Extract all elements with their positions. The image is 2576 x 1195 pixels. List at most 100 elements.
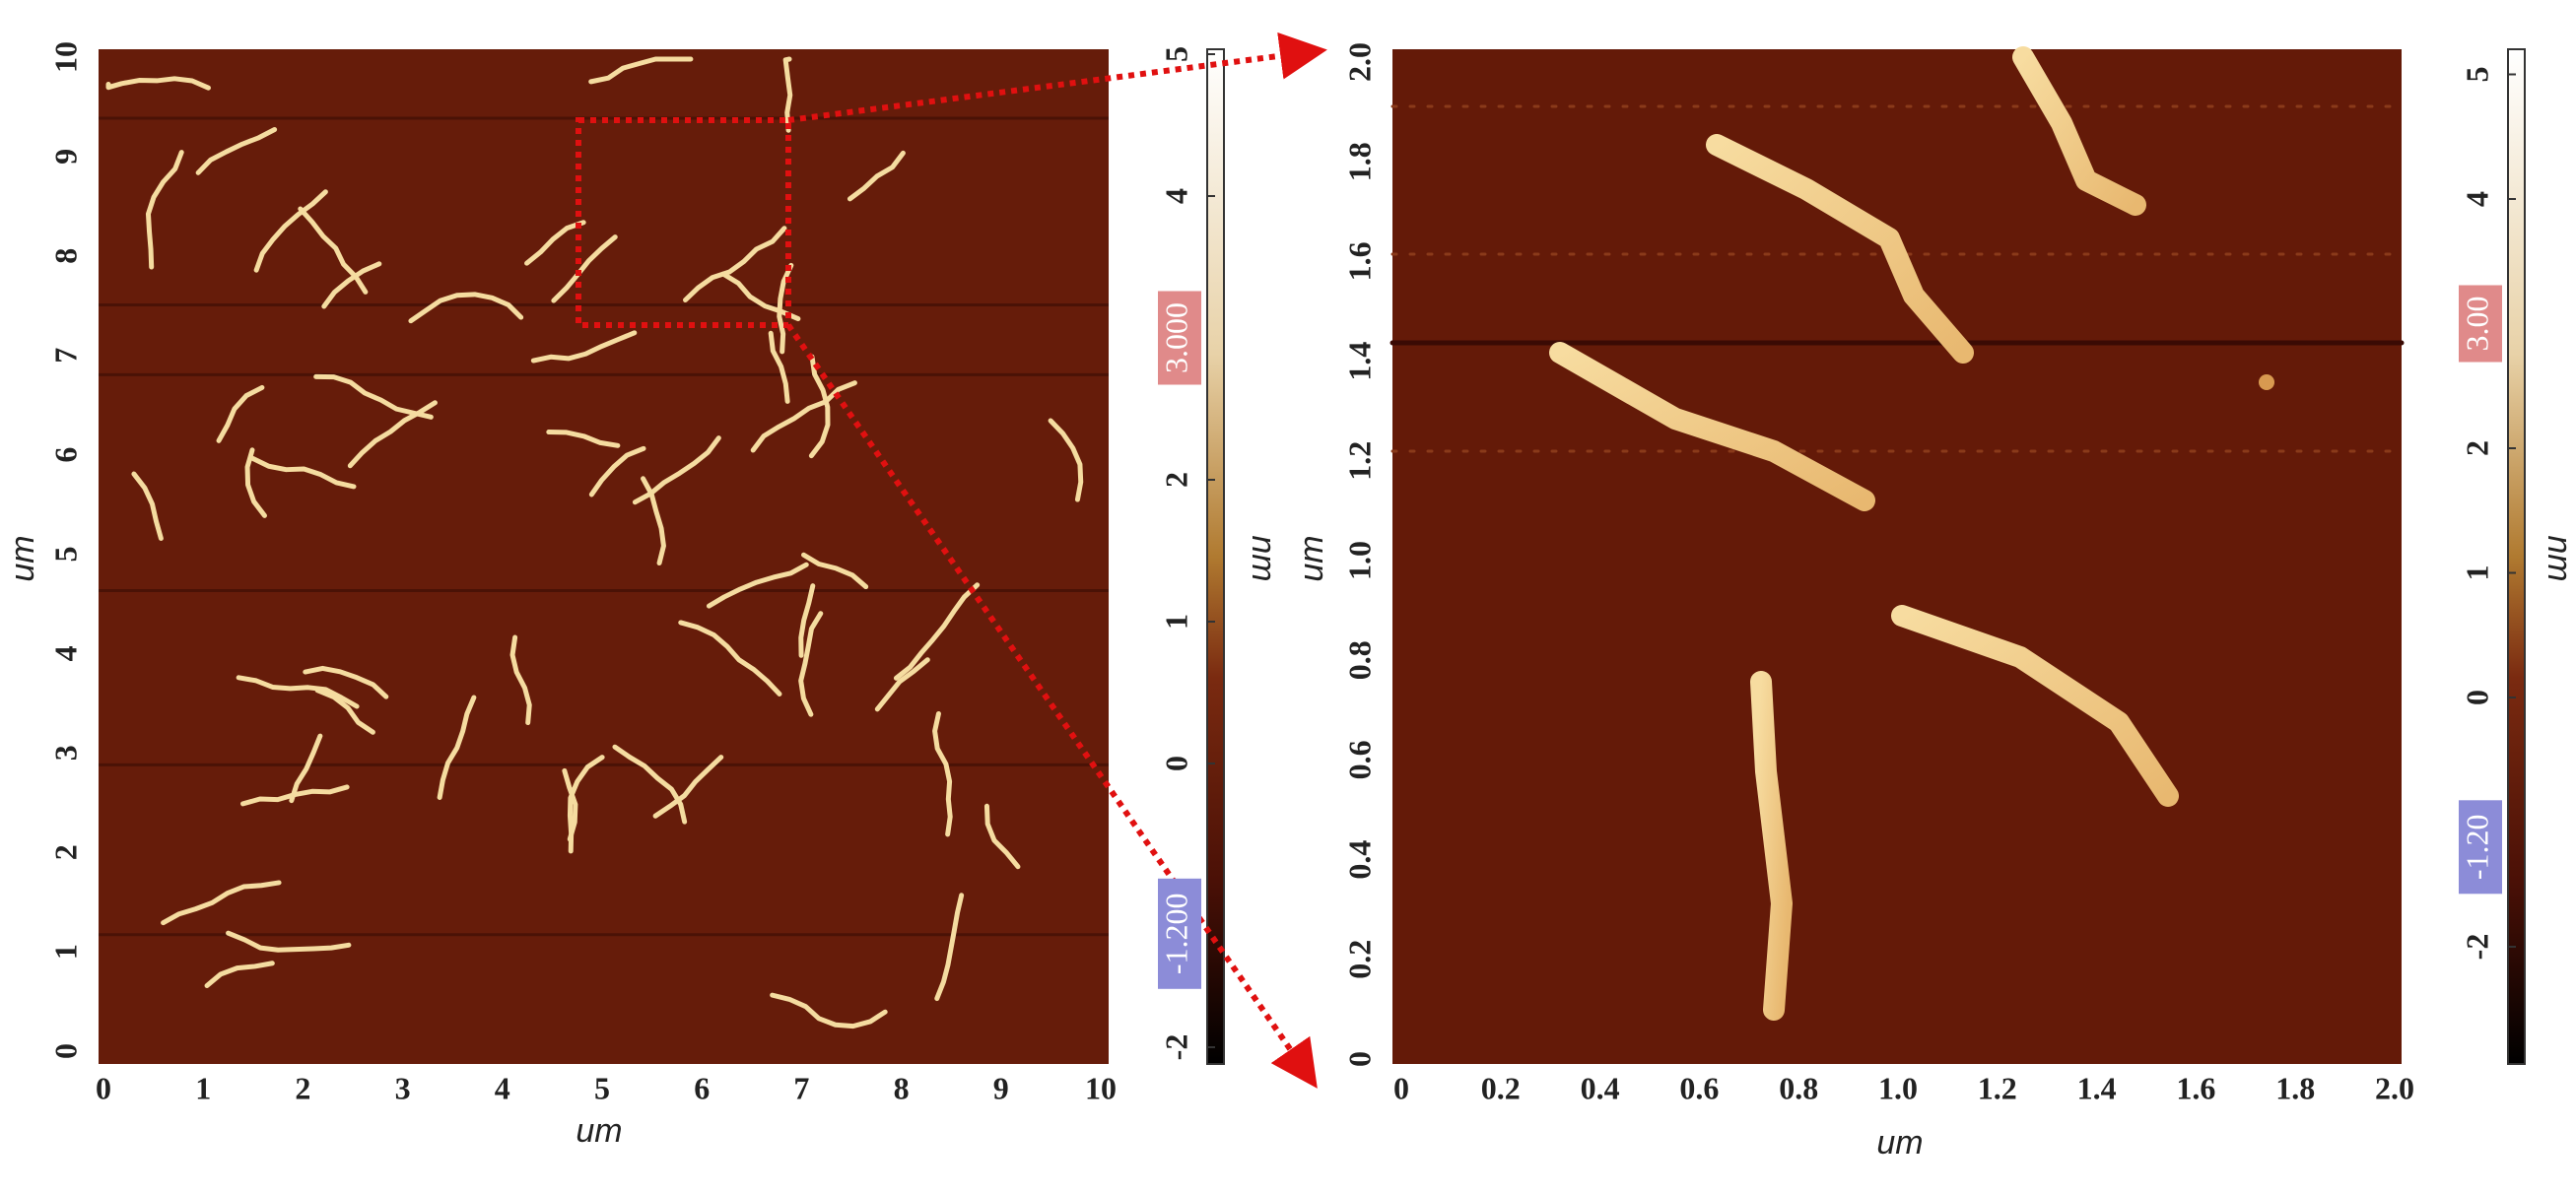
fiber — [678, 620, 782, 697]
fiber — [801, 552, 869, 590]
fiber — [750, 380, 857, 453]
y-axis-label: um — [1293, 535, 1330, 581]
fiber — [808, 354, 831, 459]
fiber — [720, 271, 801, 322]
x-tick-label: 1.0 — [1878, 1070, 1918, 1105]
fiber — [612, 744, 688, 825]
colorbar-tick-label: 1 — [2459, 565, 2494, 581]
y-tick-label: 1.6 — [1341, 241, 1377, 281]
colorbar-label: nm — [1245, 535, 1282, 581]
zoom-box — [576, 117, 791, 328]
fiber — [1048, 418, 1084, 502]
fiber — [798, 583, 816, 658]
colorbar-tick-label: 5 — [1158, 46, 1193, 62]
colorbar-left — [1206, 48, 1225, 1065]
colorbar-tick-label: 2 — [1158, 472, 1193, 488]
y-tick-label: 0.4 — [1341, 840, 1377, 880]
fibers-right — [1390, 46, 2405, 1021]
fiber — [652, 755, 724, 819]
fiber — [768, 330, 790, 404]
y-tick-label: 0.2 — [1341, 940, 1377, 979]
y-tick-label: 1.0 — [1341, 541, 1377, 580]
fiber — [782, 56, 793, 133]
colorbar-marker-label: -1.200 — [1158, 893, 1193, 974]
y-tick-label: 1 — [47, 944, 83, 960]
x-axis-label: um — [1876, 1124, 1923, 1162]
afm-image-left — [99, 49, 1109, 1064]
fiber — [303, 665, 389, 699]
fiber — [798, 611, 824, 717]
x-tick-label: 1.8 — [2275, 1070, 2315, 1105]
colorbar-tick-label: 0 — [1158, 756, 1193, 771]
x-tick-label: 1.6 — [2176, 1070, 2215, 1105]
x-tick-label: 10 — [1085, 1070, 1117, 1105]
x-tick-label: 6 — [694, 1070, 710, 1105]
fiber — [204, 961, 275, 989]
fiber — [105, 76, 211, 91]
y-tick-label: 1.8 — [1341, 142, 1377, 181]
x-tick-label: 8 — [894, 1070, 910, 1105]
fiber — [632, 435, 721, 505]
fiber — [321, 261, 382, 309]
afm-image-right — [1392, 49, 2402, 1064]
y-tick-label: 10 — [47, 41, 83, 73]
y-tick-label: 8 — [47, 248, 83, 264]
y-tick-label: 2 — [47, 844, 83, 860]
y-tick-label: 0 — [47, 1043, 83, 1059]
fiber — [253, 189, 328, 273]
x-tick-label: 0.6 — [1679, 1070, 1719, 1105]
x-tick-label: 1 — [195, 1070, 211, 1105]
x-tick-label: 3 — [395, 1070, 411, 1105]
y-tick-label: 7 — [47, 348, 83, 364]
fiber — [298, 206, 369, 295]
colorbar-marker — [1158, 291, 1201, 385]
y-tick-label: 1.2 — [1341, 441, 1377, 481]
fiber — [588, 56, 694, 85]
fiber — [770, 992, 888, 1029]
fiber — [244, 447, 267, 518]
fiber — [546, 430, 621, 448]
x-axis-label: um — [576, 1112, 622, 1150]
y-tick-label: 1.4 — [1341, 342, 1377, 381]
x-tick-label: 0.4 — [1581, 1070, 1620, 1105]
colorbar-right — [2507, 48, 2526, 1065]
colorbar-marker — [1158, 878, 1201, 989]
fiber — [932, 710, 953, 837]
colorbar-marker — [2459, 285, 2502, 363]
y-tick-label: 4 — [47, 645, 83, 661]
colorbar-marker-label: -1.20 — [2459, 814, 2494, 880]
fiber — [145, 150, 184, 270]
colorbar-tick-label: 0 — [2459, 690, 2494, 705]
fiber — [874, 657, 930, 712]
fiber — [131, 471, 164, 541]
x-tick-label: 7 — [793, 1070, 809, 1105]
colorbar-tick-label: 4 — [1158, 188, 1193, 204]
y-axis-label: um — [4, 535, 41, 581]
fiber — [226, 930, 352, 953]
y-tick-label: 6 — [47, 447, 83, 463]
colorbar-tick-label: -2 — [1158, 1034, 1193, 1061]
fiber — [983, 803, 1021, 870]
x-tick-label: 2.0 — [2375, 1070, 2414, 1105]
fiber — [195, 127, 278, 175]
fibers-left — [99, 56, 1109, 1029]
y-tick-label: 2.0 — [1341, 42, 1377, 82]
colorbar-tick-label: 1 — [1158, 614, 1193, 630]
fiber — [250, 455, 357, 490]
y-tick-label: 3 — [47, 745, 83, 761]
zoom-arrow — [787, 32, 1327, 123]
fiber — [551, 234, 618, 303]
colorbar-marker-label: 3.000 — [1158, 302, 1193, 373]
x-tick-label: 0 — [96, 1070, 111, 1105]
fiber — [777, 262, 794, 355]
x-tick-label: 0.8 — [1779, 1070, 1818, 1105]
x-tick-label: 5 — [594, 1070, 610, 1105]
fiber — [588, 445, 646, 498]
y-tick-label: 9 — [47, 149, 83, 165]
fiber — [530, 330, 638, 364]
colorbar-marker — [2459, 800, 2502, 895]
fiber — [408, 292, 524, 324]
fiber — [313, 373, 434, 420]
fiber — [682, 226, 787, 303]
